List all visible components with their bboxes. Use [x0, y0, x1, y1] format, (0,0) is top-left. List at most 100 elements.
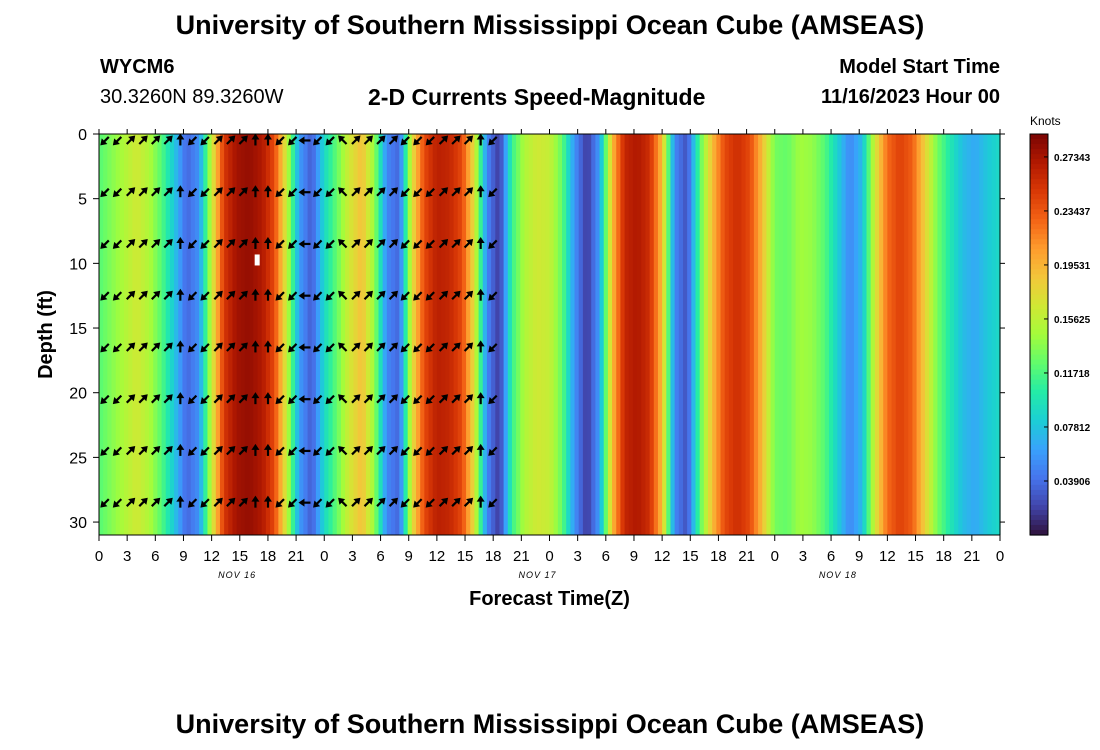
heatmap-cell — [274, 134, 279, 535]
current-vector-arrow — [488, 343, 498, 353]
colorbar-segment — [1030, 419, 1048, 426]
current-vector-arrow — [125, 239, 136, 249]
colorbar-segment — [1030, 409, 1048, 416]
heatmap-cell — [390, 134, 396, 535]
current-vector-arrow — [200, 394, 210, 405]
heatmap-cell — [603, 134, 609, 535]
heatmap-cell — [833, 134, 838, 535]
y-tick-label: 0 — [78, 127, 87, 144]
current-vector-arrow — [187, 394, 198, 405]
current-vectors — [100, 133, 498, 508]
heatmap-cell — [174, 134, 179, 535]
colorbar-segment — [1030, 439, 1048, 446]
heatmap-cell — [311, 134, 317, 535]
current-vector-arrow — [451, 497, 461, 507]
page-title: University of Southern Mississippi Ocean… — [175, 10, 925, 40]
colorbar-segment — [1030, 434, 1048, 441]
current-vector-arrow — [451, 342, 461, 352]
current-vector-arrow — [112, 394, 123, 405]
heatmap-cell — [582, 134, 588, 535]
current-vector-arrow — [451, 239, 461, 249]
heatmap-cell — [124, 134, 129, 535]
heatmap-cell — [874, 134, 880, 535]
colorbar-segment — [1030, 339, 1048, 346]
current-vector-arrow — [325, 136, 335, 146]
heatmap-cell — [420, 134, 425, 535]
current-vector-arrow — [438, 135, 449, 145]
heatmap-cell — [232, 134, 238, 535]
current-vector-arrow — [226, 290, 236, 301]
x-tick-label: 6 — [151, 548, 159, 565]
current-vector-arrow — [112, 291, 123, 301]
heatmap-cell — [670, 134, 676, 535]
current-vector-arrow — [187, 239, 198, 249]
current-vector-arrow — [238, 394, 248, 404]
heatmap-cell — [954, 134, 959, 535]
heatmap-cell — [261, 134, 267, 535]
heatmap-cell — [99, 134, 104, 535]
current-vector-arrow — [400, 136, 410, 146]
current-vector-arrow — [476, 340, 485, 353]
current-vector-arrow — [298, 395, 311, 404]
heatmap-cells — [99, 134, 1001, 535]
colorbar-segment — [1030, 444, 1048, 451]
heatmap-cell — [758, 134, 763, 535]
current-vector-arrow — [313, 239, 323, 249]
colorbar-segment — [1030, 244, 1048, 250]
heatmap-cell — [478, 134, 484, 535]
current-vector-arrow — [187, 291, 198, 301]
current-vector-arrow — [213, 187, 223, 197]
current-vector-arrow — [438, 239, 449, 249]
heatmap-cell — [536, 134, 542, 535]
colorbar-segment — [1030, 184, 1048, 190]
heatmap-cell — [190, 134, 196, 535]
heatmap-cell — [528, 134, 534, 535]
heatmap-cell — [862, 134, 868, 535]
x-tick-label: 3 — [573, 548, 581, 565]
current-vector-arrow — [451, 394, 461, 404]
current-vector-arrow — [150, 239, 161, 249]
x-tick-label: 9 — [630, 548, 638, 565]
heatmap-cell — [278, 134, 284, 535]
x-tick-label: 0 — [545, 548, 553, 565]
heatmap-cell — [645, 134, 651, 535]
heatmap-cell — [119, 134, 125, 535]
current-vector-arrow — [176, 495, 185, 508]
footer-title: University of Southern Mississippi Ocean… — [175, 709, 925, 739]
current-vector-arrow — [200, 239, 210, 249]
x-axis-title: Forecast Time(Z) — [469, 588, 630, 610]
colorbar-label: Knots — [1030, 114, 1061, 128]
current-vector-arrow — [251, 288, 260, 301]
heatmap-cell — [620, 134, 626, 535]
colorbar-segment — [1030, 274, 1048, 280]
current-vector-arrow — [100, 136, 110, 146]
heatmap-cell — [699, 134, 705, 535]
heatmap-cell — [799, 134, 805, 535]
heatmap-cell — [365, 134, 371, 535]
colorbar-segment — [1030, 284, 1048, 290]
heatmap-cell — [194, 134, 200, 535]
heatmap-cell — [854, 134, 859, 535]
heatmap-cell — [841, 134, 847, 535]
y-tick-label: 30 — [69, 515, 87, 532]
current-vector-arrow — [451, 445, 461, 456]
heatmap-cell — [286, 134, 292, 535]
current-vector-arrow — [163, 187, 173, 197]
current-vector-arrow — [363, 445, 373, 456]
day-label: NOV 16 — [218, 570, 256, 580]
current-vector-arrow — [100, 446, 110, 456]
colorbar-segment — [1030, 329, 1048, 336]
heatmap-cell — [879, 134, 884, 535]
current-vector-arrow — [125, 497, 136, 507]
colorbar-tick-label: 0.03906 — [1054, 477, 1091, 488]
heatmap-cell — [428, 134, 434, 535]
colorbar-segment — [1030, 239, 1048, 245]
current-vector-arrow — [275, 343, 285, 353]
colorbar-segment — [1030, 254, 1048, 260]
heatmap-cell — [728, 134, 734, 535]
current-vector-arrow — [376, 187, 386, 197]
heatmap-cell — [716, 134, 722, 535]
heatmap-cell — [532, 134, 538, 535]
heatmap-cell — [495, 134, 501, 535]
colorbar-segment — [1030, 529, 1048, 536]
